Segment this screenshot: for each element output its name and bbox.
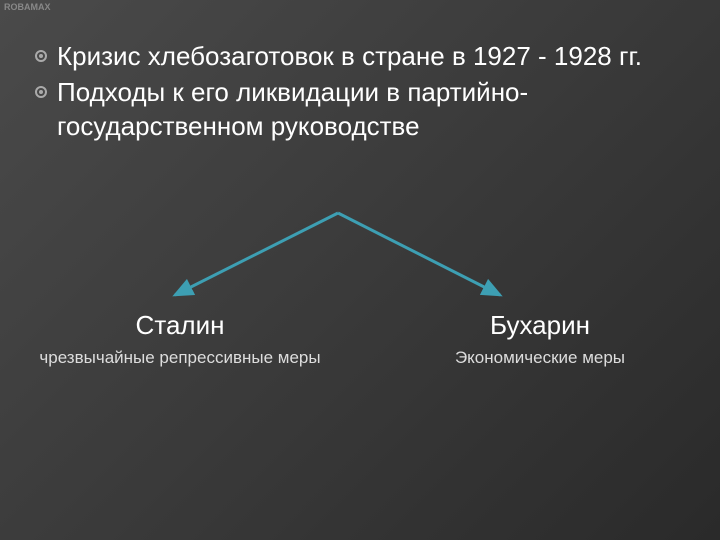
bullet-item: Подходы к его ликвидации в партийно-госу… <box>35 76 685 144</box>
branch-subtitle: Экономические меры <box>378 347 702 369</box>
bullet-text: Подходы к его ликвидации в партийно-госу… <box>57 76 685 144</box>
bullet-marker-icon <box>35 50 47 62</box>
branch-title: Сталин <box>18 310 342 341</box>
arrow-left <box>175 213 338 295</box>
bullet-text: Кризис хлебозаготовок в стране в 1927 - … <box>57 40 642 74</box>
arrows-svg <box>0 205 720 315</box>
branch-left: Сталин чрезвычайные репрессивные меры <box>18 310 342 369</box>
branches-container: Сталин чрезвычайные репрессивные меры Бу… <box>0 310 720 369</box>
content-area: Кризис хлебозаготовок в стране в 1927 - … <box>0 0 720 143</box>
bullet-list: Кризис хлебозаготовок в стране в 1927 - … <box>35 40 685 143</box>
branch-subtitle: чрезвычайные репрессивные меры <box>18 347 342 369</box>
bullet-marker-icon <box>35 86 47 98</box>
branch-title: Бухарин <box>378 310 702 341</box>
arrow-right <box>338 213 500 295</box>
arrows-diagram <box>0 205 720 305</box>
bullet-item: Кризис хлебозаготовок в стране в 1927 - … <box>35 40 685 74</box>
header-label: ROBAMAX <box>4 2 51 12</box>
branch-right: Бухарин Экономические меры <box>378 310 702 369</box>
